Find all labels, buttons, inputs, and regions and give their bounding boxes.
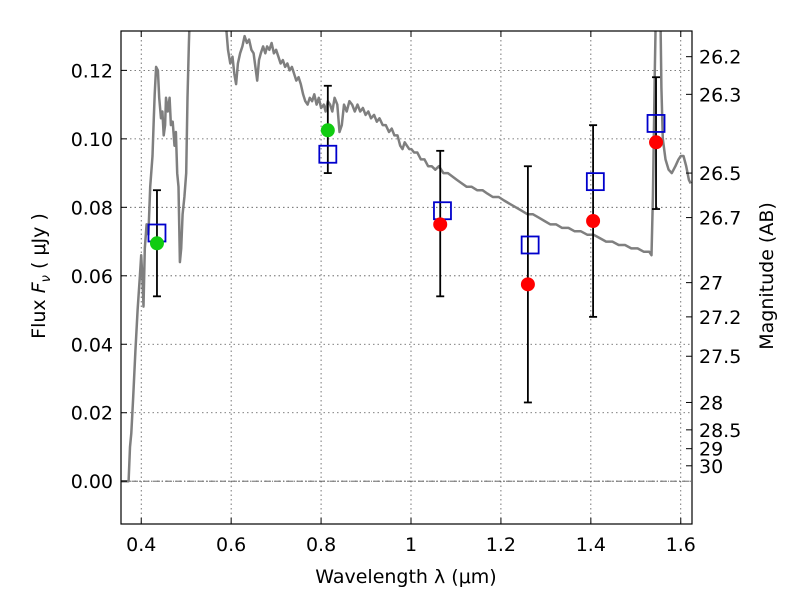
magnitude-tick-label: 28.5 <box>699 420 741 442</box>
data-points <box>149 123 664 292</box>
magnitude-tick-label: 28 <box>699 392 723 414</box>
y-tick-label: 0.06 <box>71 266 113 288</box>
magnitude-tick-label: 26.2 <box>699 47 741 69</box>
y-tick-label: 0.04 <box>71 334 113 356</box>
model-spectrum-line <box>121 31 692 483</box>
red-data-point <box>520 277 535 292</box>
red-data-point <box>433 217 448 232</box>
detection-point <box>149 236 164 251</box>
x-tick-label: 1.4 <box>576 534 606 556</box>
plot-frame <box>120 30 693 525</box>
grid-lines <box>121 31 692 524</box>
detection-point <box>320 123 335 138</box>
model-point-square <box>520 235 540 255</box>
x-tick-label: 0.6 <box>216 534 246 556</box>
red-data-point <box>586 214 601 229</box>
model-points <box>147 114 666 255</box>
x-tick-label: 0.4 <box>126 534 156 556</box>
x-tick-label: 1 <box>405 534 417 556</box>
x-axis-label: Wavelength λ (μm) <box>315 566 496 588</box>
x-tick-label: 1.2 <box>486 534 516 556</box>
x-tick-label: 0.8 <box>306 534 336 556</box>
magnitude-tick-label: 26.3 <box>699 84 741 106</box>
y-tick-label: 0.00 <box>71 471 113 493</box>
y-tick-label: 0.08 <box>71 197 113 219</box>
x-ticks: 0.4 0.6 0.8 1 1.2 1.4 1.6 <box>126 31 696 556</box>
error-bars <box>152 76 661 404</box>
magnitude-tick-label: 26.7 <box>699 208 741 230</box>
model-point-square <box>433 201 452 221</box>
magnitude-tick-label: 27.5 <box>699 346 741 368</box>
magnitude-tick-label: 30 <box>699 456 723 478</box>
model-point-square <box>318 144 338 164</box>
model-point-square <box>585 172 605 192</box>
model-point-square <box>646 114 666 133</box>
magnitude-axis-label: Magnitude (AB) <box>756 202 778 350</box>
red-data-point <box>649 135 664 150</box>
y-tick-label: 0.02 <box>71 403 113 425</box>
y-axis-label: Flux Fν ( μJy ) <box>28 213 54 339</box>
magnitude-tick-label: 26.5 <box>699 163 741 185</box>
magnitude-tick-label: 29 <box>699 439 723 461</box>
y-ticks: 0.00 0.02 0.04 0.06 0.08 0.10 0.12 <box>71 60 127 493</box>
magnitude-tick-label: 27.2 <box>699 307 741 329</box>
x-tick-label: 1.6 <box>666 534 696 556</box>
magnitude-tick-label: 27 <box>699 273 723 295</box>
y-tick-label: 0.10 <box>71 129 113 151</box>
y-tick-label: 0.12 <box>71 60 113 82</box>
